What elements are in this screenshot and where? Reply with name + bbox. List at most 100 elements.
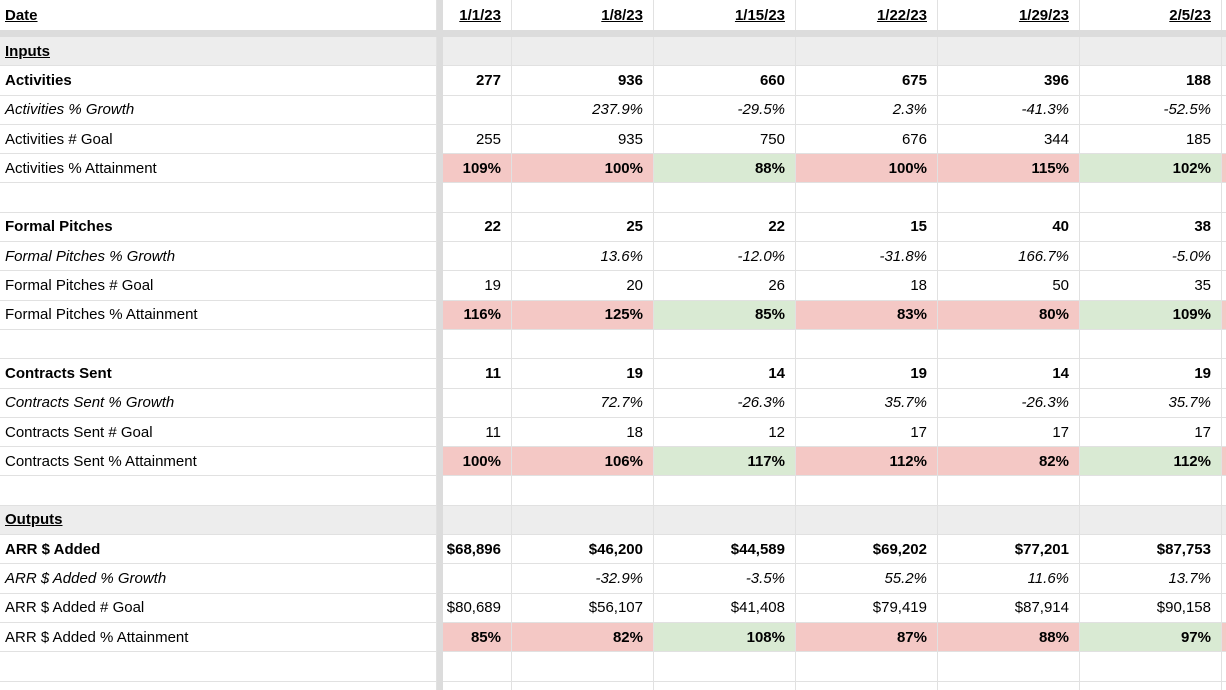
data-cell[interactable]	[1080, 652, 1222, 682]
data-cell[interactable]	[938, 476, 1080, 506]
row-label-cell[interactable]: Formal Pitches # Goal	[0, 271, 437, 301]
data-cell[interactable]	[796, 476, 938, 506]
data-cell[interactable]: 40	[938, 212, 1080, 243]
data-cell[interactable]: 277	[443, 66, 512, 96]
data-cell[interactable]: 15	[796, 212, 938, 243]
data-cell[interactable]: 108%	[654, 622, 796, 653]
data-cell[interactable]	[443, 564, 512, 594]
frozen-column-divider[interactable]	[437, 447, 443, 477]
frozen-column-divider[interactable]	[437, 66, 443, 96]
data-cell[interactable]	[512, 476, 654, 506]
data-cell[interactable]: 14	[938, 359, 1080, 389]
clipped-column-cell[interactable]	[1222, 124, 1226, 155]
data-cell[interactable]	[938, 505, 1080, 536]
clipped-column-cell[interactable]	[1222, 593, 1226, 623]
clipped-column-cell[interactable]	[1222, 66, 1226, 96]
data-cell[interactable]	[654, 37, 796, 67]
data-cell[interactable]: 116%	[443, 300, 512, 330]
row-label-cell[interactable]: Activities % Growth	[0, 95, 437, 125]
data-cell[interactable]: 55.2%	[796, 564, 938, 594]
clipped-column-cell[interactable]	[1222, 622, 1226, 653]
clipped-column-cell[interactable]	[1222, 535, 1226, 565]
data-cell[interactable]	[654, 329, 796, 360]
data-cell[interactable]: 17	[1080, 417, 1222, 448]
data-cell[interactable]: 38	[1080, 212, 1222, 243]
clipped-column-cell[interactable]	[1222, 505, 1226, 536]
row-label-cell[interactable]	[0, 681, 437, 690]
data-cell[interactable]	[443, 476, 512, 506]
data-cell[interactable]: 50	[938, 271, 1080, 301]
data-cell[interactable]: -26.3%	[654, 388, 796, 418]
frozen-column-divider[interactable]	[437, 652, 443, 682]
data-cell[interactable]: 660	[654, 66, 796, 96]
row-label-cell[interactable]	[0, 476, 437, 506]
data-cell[interactable]: 109%	[1080, 300, 1222, 330]
data-cell[interactable]: 17	[938, 417, 1080, 448]
data-cell[interactable]: 82%	[938, 447, 1080, 477]
row-label-cell[interactable]: ARR $ Added % Growth	[0, 564, 437, 594]
data-cell[interactable]: 22	[654, 212, 796, 243]
clipped-column-cell[interactable]	[1222, 652, 1226, 682]
row-label-cell[interactable]: ARR $ Added	[0, 535, 437, 565]
data-cell[interactable]: 87%	[796, 622, 938, 653]
data-cell[interactable]: 17	[796, 417, 938, 448]
data-cell[interactable]: $69,202	[796, 535, 938, 565]
data-cell[interactable]: 82%	[512, 622, 654, 653]
data-cell[interactable]: 166.7%	[938, 242, 1080, 272]
data-cell[interactable]	[938, 681, 1080, 690]
frozen-column-divider[interactable]	[437, 359, 443, 389]
data-cell[interactable]: 85%	[443, 622, 512, 653]
data-cell[interactable]	[796, 505, 938, 536]
data-cell[interactable]	[938, 329, 1080, 360]
frozen-column-divider[interactable]	[437, 37, 443, 67]
data-cell[interactable]: 83%	[796, 300, 938, 330]
row-label-cell[interactable]: Contracts Sent # Goal	[0, 417, 437, 448]
clipped-column-cell[interactable]	[1222, 564, 1226, 594]
clipped-column-cell[interactable]	[1222, 95, 1226, 125]
row-label-cell[interactable]: Activities	[0, 66, 437, 96]
data-cell[interactable]: $80,689	[443, 593, 512, 623]
data-cell[interactable]: $41,408	[654, 593, 796, 623]
data-cell[interactable]: -3.5%	[654, 564, 796, 594]
data-cell[interactable]	[1080, 476, 1222, 506]
data-cell[interactable]: 396	[938, 66, 1080, 96]
clipped-column-cell[interactable]	[1222, 183, 1226, 213]
data-cell[interactable]: 25	[512, 212, 654, 243]
clipped-column-cell[interactable]	[1222, 388, 1226, 418]
data-cell[interactable]: $87,753	[1080, 535, 1222, 565]
date-column-header[interactable]: 2/5/23	[1080, 0, 1222, 30]
frozen-row-divider[interactable]	[0, 30, 1226, 37]
data-cell[interactable]	[1080, 183, 1222, 213]
data-cell[interactable]: 26	[654, 271, 796, 301]
data-cell[interactable]: 936	[512, 66, 654, 96]
data-cell[interactable]: 100%	[443, 447, 512, 477]
row-label-cell[interactable]	[0, 329, 437, 360]
data-cell[interactable]: 18	[796, 271, 938, 301]
date-column-header[interactable]: 1/1/23	[443, 0, 512, 30]
data-cell[interactable]: 106%	[512, 447, 654, 477]
data-cell[interactable]	[796, 37, 938, 67]
data-cell[interactable]: -31.8%	[796, 242, 938, 272]
data-cell[interactable]: 112%	[1080, 447, 1222, 477]
data-cell[interactable]: -12.0%	[654, 242, 796, 272]
data-cell[interactable]	[1080, 681, 1222, 690]
data-cell[interactable]	[512, 681, 654, 690]
data-cell[interactable]	[443, 329, 512, 360]
data-cell[interactable]: -41.3%	[938, 95, 1080, 125]
data-cell[interactable]: 12	[654, 417, 796, 448]
data-cell[interactable]	[443, 505, 512, 536]
data-cell[interactable]: 185	[1080, 124, 1222, 155]
row-label-cell[interactable]: Activities % Attainment	[0, 154, 437, 184]
frozen-column-divider[interactable]	[437, 388, 443, 418]
data-cell[interactable]: $79,419	[796, 593, 938, 623]
data-cell[interactable]: 109%	[443, 154, 512, 184]
data-cell[interactable]: 97%	[1080, 622, 1222, 653]
data-cell[interactable]: 13.6%	[512, 242, 654, 272]
frozen-column-divider[interactable]	[437, 476, 443, 506]
date-column-header[interactable]: 1/29/23	[938, 0, 1080, 30]
data-cell[interactable]: 19	[796, 359, 938, 389]
row-label-cell[interactable]: Formal Pitches % Attainment	[0, 300, 437, 330]
clipped-column-cell[interactable]	[1222, 476, 1226, 506]
data-cell[interactable]: 88%	[654, 154, 796, 184]
data-cell[interactable]: 13.7%	[1080, 564, 1222, 594]
